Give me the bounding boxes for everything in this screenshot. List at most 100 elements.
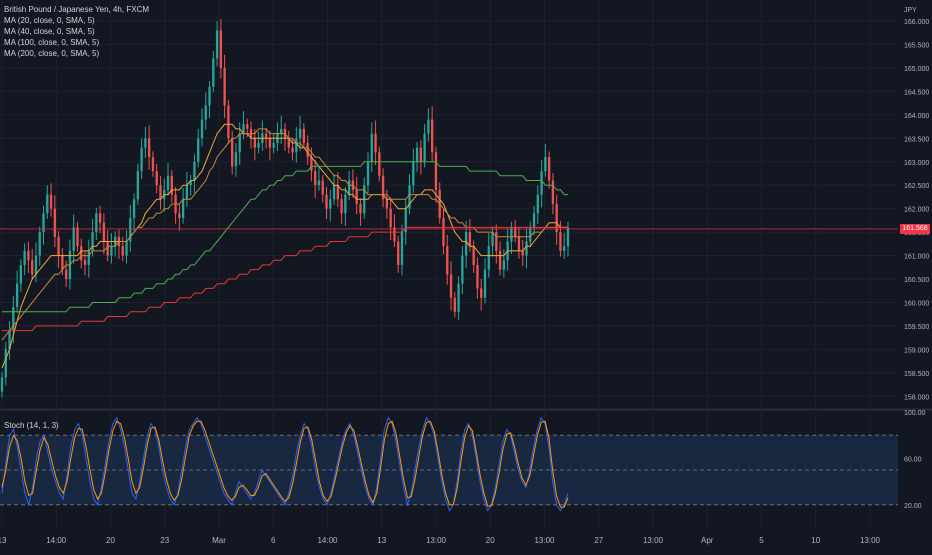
candle-body [155, 171, 158, 186]
candle-body [42, 213, 45, 233]
candle-body [487, 246, 490, 270]
candle-body [140, 147, 143, 172]
candle-body [378, 152, 381, 176]
candle-body [540, 171, 543, 195]
candle-body [212, 58, 215, 87]
candle-body [38, 232, 41, 256]
y-tick-label: 158.000 [904, 394, 929, 401]
candle-body [291, 147, 294, 153]
candle-body [87, 250, 90, 265]
candle-body [144, 138, 147, 148]
candle-body [98, 213, 102, 223]
candle-body [136, 171, 140, 200]
candle-body [253, 138, 256, 148]
candle-body [544, 157, 547, 172]
stoch_k-line [1, 416, 569, 512]
candle-body [166, 175, 170, 190]
candle-body [295, 138, 298, 153]
x-tick-label: Apr [701, 536, 714, 545]
ma20-legend[interactable]: MA (20, close, 0, SMA, 5) [4, 16, 95, 25]
candle-body [457, 283, 460, 312]
ma40-legend[interactable]: MA (40, close, 0, SMA, 5) [4, 27, 95, 36]
candle-body [31, 260, 34, 275]
candle-body [461, 255, 464, 284]
candle-body [15, 283, 19, 308]
candle-body [46, 194, 49, 214]
candle-body [559, 232, 562, 251]
y-tick-label: 162.500 [904, 183, 929, 190]
candle-body [34, 255, 38, 275]
candle-body [547, 157, 551, 181]
candle-body [536, 194, 539, 214]
candle-body [483, 269, 487, 298]
candle-body [321, 180, 324, 195]
candle-body [268, 138, 272, 148]
candle-body [347, 180, 351, 195]
candle-body [442, 218, 445, 247]
candle-body [193, 161, 196, 181]
candle-body [0, 377, 4, 392]
currency-label: JPY [904, 7, 917, 14]
candle-body [27, 250, 30, 261]
candle-body [53, 208, 56, 237]
stoch-y-tick-label: 100.00 [904, 410, 926, 417]
candle-body [125, 241, 128, 256]
candle-body [208, 86, 211, 106]
candle-body [344, 194, 347, 214]
x-tick-label: 14:00 [317, 536, 338, 545]
y-tick-label: 165.500 [904, 42, 929, 49]
candle-body [302, 128, 306, 143]
ma100-legend[interactable]: MA (100, close, 0, SMA, 5) [4, 38, 100, 47]
candle-body [132, 199, 136, 219]
candle-body [129, 218, 132, 242]
candle-body [434, 152, 438, 190]
candle-body [185, 185, 189, 200]
candle-body [12, 307, 15, 331]
ma100-line [2, 161, 568, 313]
candle-body [223, 67, 226, 106]
candle-body [491, 232, 494, 247]
ma200-legend[interactable]: MA (200, close, 0, SMA, 5) [4, 49, 100, 58]
symbol-title[interactable]: British Pound / Japanese Yen, 4h, FXCM [4, 5, 149, 14]
y-tick-label: 161.000 [904, 254, 929, 261]
y-tick-label: 166.000 [904, 19, 929, 26]
candle-body [393, 227, 396, 242]
candle-body [412, 161, 415, 186]
candle-body [336, 185, 339, 200]
candle-body [498, 250, 502, 270]
candle-body [423, 133, 426, 162]
current-price-tag: 161.568 [900, 223, 930, 234]
stoch-y-tick-label: 60.00 [904, 456, 922, 463]
candle-body [453, 297, 456, 312]
candle-body [529, 227, 532, 242]
candle-body [427, 119, 430, 134]
candle-body [181, 199, 185, 219]
candle-body [95, 213, 98, 233]
candle-body [480, 288, 483, 298]
candle-body [170, 175, 173, 195]
candle-body [502, 260, 506, 270]
x-tick-label: 23 [160, 536, 169, 545]
y-tick-label: 160.000 [904, 300, 929, 307]
candle-body [64, 269, 68, 280]
candle-body [495, 232, 498, 251]
candle-body [306, 142, 309, 158]
candle-body [61, 255, 64, 270]
ma20-line [1, 123, 568, 369]
candle-body [102, 222, 106, 242]
candle-body [91, 232, 94, 251]
candle-body [449, 274, 453, 298]
stoch-title[interactable]: Stoch (14, 1, 3) [4, 421, 59, 430]
candle-body [563, 246, 566, 251]
candle-body [215, 30, 219, 59]
candle-body [340, 199, 343, 214]
candle-body [200, 119, 204, 139]
candle-body [57, 236, 60, 256]
candle-body [476, 264, 479, 289]
x-tick-label: Mar [212, 536, 226, 545]
candle-body [151, 157, 155, 172]
y-tick-label: 163.500 [904, 136, 929, 143]
candle-body [257, 142, 260, 148]
